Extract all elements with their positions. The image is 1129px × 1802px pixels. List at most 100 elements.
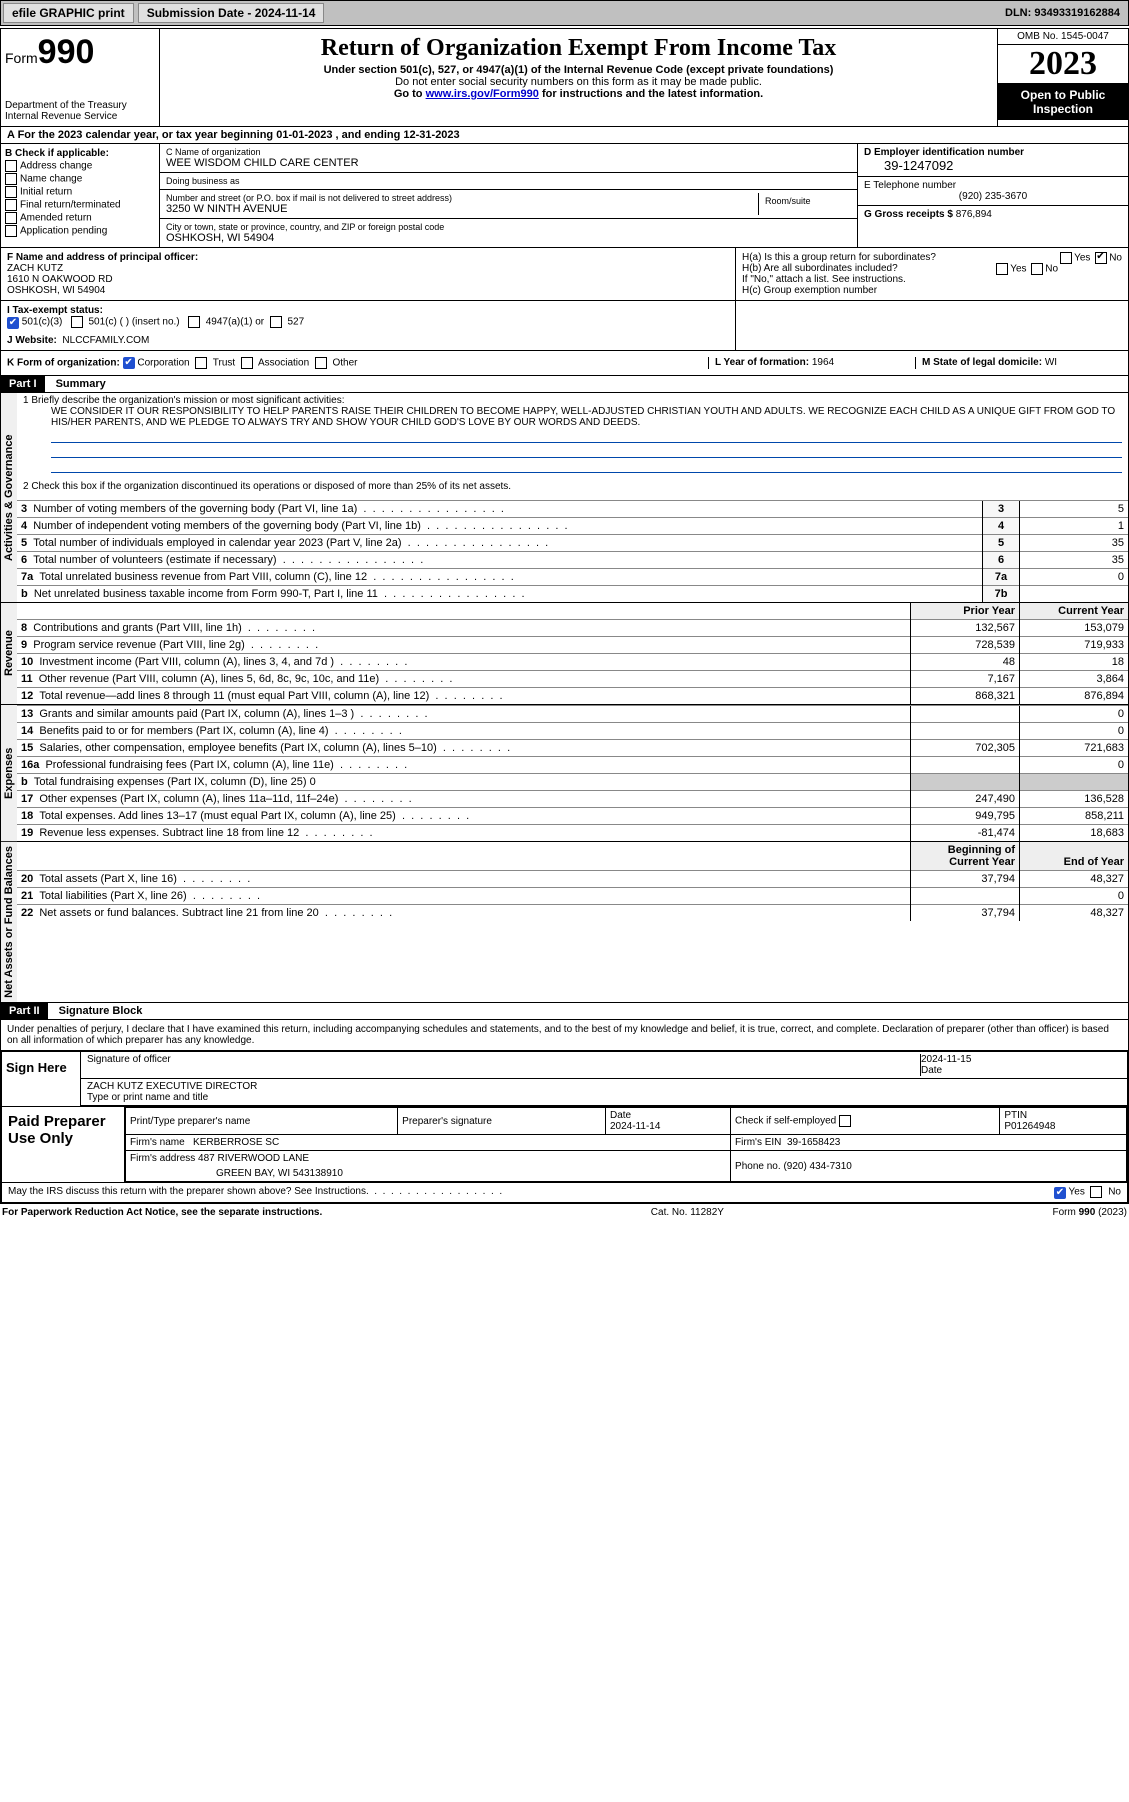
chk-self-employed[interactable] xyxy=(839,1115,851,1127)
section-d: D Employer identification number 39-1247… xyxy=(858,144,1128,247)
chk-name-change[interactable]: Name change xyxy=(5,173,155,185)
ssn-note: Do not enter social security numbers on … xyxy=(168,76,989,88)
ha-no[interactable] xyxy=(1095,252,1107,264)
mission-label: 1 Briefly describe the organization's mi… xyxy=(23,395,1122,406)
firm-phone-label: Phone no. xyxy=(735,1161,781,1172)
firm-ein-label: Firm's EIN xyxy=(735,1137,781,1148)
part2-title: Signature Block xyxy=(51,1005,143,1017)
printed-name-label: Type or print name and title xyxy=(87,1092,1121,1103)
table-row: 4 Number of independent voting members o… xyxy=(17,518,1128,535)
firm-ein: 39-1658423 xyxy=(787,1137,840,1148)
prep-h2: Preparer's signature xyxy=(398,1108,606,1135)
section-l: L Year of formation: 1964 xyxy=(708,357,915,370)
footer-mid: Cat. No. 11282Y xyxy=(651,1207,724,1218)
f-label: F Name and address of principal officer: xyxy=(7,252,198,263)
chk-amended-return[interactable]: Amended return xyxy=(5,212,155,224)
dept-treasury: Department of the Treasury xyxy=(5,100,155,111)
table-row: 9 Program service revenue (Part VIII, li… xyxy=(17,637,1128,654)
hb-label: H(b) Are all subordinates included? xyxy=(742,263,898,274)
city-state-zip: OSHKOSH, WI 54904 xyxy=(166,232,851,244)
officer-printed-name: ZACH KUTZ EXECUTIVE DIRECTOR xyxy=(87,1081,1121,1092)
ha-label: H(a) Is this a group return for subordin… xyxy=(742,252,936,263)
side-governance: Activities & Governance xyxy=(1,393,17,602)
street-address: 3250 W NINTH AVENUE xyxy=(166,203,758,215)
firm-name-label: Firm's name xyxy=(130,1137,185,1148)
chk-527[interactable] xyxy=(270,316,282,328)
chk-corporation[interactable]: ✔ xyxy=(123,357,135,369)
perjury-text: Under penalties of perjury, I declare th… xyxy=(1,1020,1128,1050)
discuss-no[interactable] xyxy=(1090,1186,1102,1198)
side-expenses: Expenses xyxy=(1,705,17,841)
table-row: 18 Total expenses. Add lines 13–17 (must… xyxy=(17,808,1128,825)
mission-text: WE CONSIDER IT OUR RESPONSIBILITY TO HEL… xyxy=(51,406,1122,428)
state-domicile: WI xyxy=(1045,357,1057,368)
irs-label: Internal Revenue Service xyxy=(5,111,155,122)
sign-here-label: Sign Here xyxy=(2,1052,81,1106)
ha-yes[interactable] xyxy=(1060,252,1072,264)
firm-phone: (920) 434-7310 xyxy=(783,1161,851,1172)
gross-label: G Gross receipts $ xyxy=(864,209,953,220)
section-c: C Name of organization WEE WISDOM CHILD … xyxy=(160,144,858,247)
chk-association[interactable] xyxy=(241,357,253,369)
goto-pre: Go to xyxy=(394,88,426,100)
form990-link[interactable]: www.irs.gov/Form990 xyxy=(426,88,539,100)
table-row: 12 Total revenue—add lines 8 through 11 … xyxy=(17,688,1128,705)
sig-date: 2024-11-15 xyxy=(921,1054,1121,1065)
ein-value: 39-1247092 xyxy=(864,158,1122,173)
chk-other[interactable] xyxy=(315,357,327,369)
goto-post: for instructions and the latest informat… xyxy=(539,88,763,100)
chk-initial-return[interactable]: Initial return xyxy=(5,186,155,198)
firm-addr-label: Firm's address xyxy=(130,1153,195,1164)
tax-year: 2023 xyxy=(998,45,1128,84)
hc-label: H(c) Group exemption number xyxy=(742,285,1122,296)
table-row: 14 Benefits paid to or for members (Part… xyxy=(17,723,1128,740)
chk-501c3[interactable]: ✔ xyxy=(7,317,19,329)
sig-officer-label: Signature of officer xyxy=(87,1054,920,1065)
part2-header: Part II xyxy=(1,1003,48,1019)
chk-501c[interactable] xyxy=(71,316,83,328)
i-label: I Tax-exempt status: xyxy=(7,305,103,316)
table-row: 13 Grants and similar amounts paid (Part… xyxy=(17,706,1128,723)
governance-table: 3 Number of voting members of the govern… xyxy=(17,500,1128,602)
paid-preparer-block: Paid Preparer Use Only Print/Type prepar… xyxy=(1,1107,1128,1183)
chk-final-return[interactable]: Final return/terminated xyxy=(5,199,155,211)
tax-year-begin: 01-01-2023 xyxy=(276,129,332,141)
chk-trust[interactable] xyxy=(195,357,207,369)
hb-yes[interactable] xyxy=(996,263,1008,275)
sig-date-label: Date xyxy=(921,1065,1121,1076)
chk-application-pending[interactable]: Application pending xyxy=(5,225,155,237)
form-990-wrap: Form990 Department of the Treasury Inter… xyxy=(0,28,1129,1204)
chk-address-change[interactable]: Address change xyxy=(5,160,155,172)
prep-h1: Print/Type preparer's name xyxy=(126,1108,398,1135)
table-row: 22 Net assets or fund balances. Subtract… xyxy=(17,905,1128,922)
form-id-cell: Form990 Department of the Treasury Inter… xyxy=(1,29,160,126)
table-row: 16a Professional fundraising fees (Part … xyxy=(17,757,1128,774)
revenue-table: Prior YearCurrent Year8 Contributions an… xyxy=(17,603,1128,704)
org-name-label: C Name of organization xyxy=(166,147,851,157)
footer-left: For Paperwork Reduction Act Notice, see … xyxy=(2,1207,322,1218)
ein-label: D Employer identification number xyxy=(864,147,1122,158)
table-row: b Total fundraising expenses (Part IX, c… xyxy=(17,774,1128,791)
phone-value: (920) 235-3670 xyxy=(864,191,1122,202)
firm-addr2: GREEN BAY, WI 543138910 xyxy=(126,1166,731,1182)
chk-4947[interactable] xyxy=(188,316,200,328)
j-label: J Website: xyxy=(7,335,57,346)
expenses-table: 13 Grants and similar amounts paid (Part… xyxy=(17,705,1128,841)
dln-label: DLN: 93493319162884 xyxy=(1005,7,1126,19)
table-row: 15 Salaries, other compensation, employe… xyxy=(17,740,1128,757)
dba-label: Doing business as xyxy=(166,176,851,186)
page-footer: For Paperwork Reduction Act Notice, see … xyxy=(0,1204,1129,1221)
prep-h5: PTIN xyxy=(1004,1110,1027,1121)
line-a-mid: , and ending xyxy=(336,129,404,141)
submission-date-button[interactable]: Submission Date - 2024-11-14 xyxy=(138,3,325,23)
hb-no[interactable] xyxy=(1031,263,1043,275)
prep-h3: Date xyxy=(610,1110,631,1121)
table-row: 10 Investment income (Part VIII, column … xyxy=(17,654,1128,671)
room-suite-label: Room/suite xyxy=(759,193,851,215)
discuss-yes[interactable]: ✔ xyxy=(1054,1187,1066,1199)
line-1: 1 Briefly describe the organization's mi… xyxy=(17,393,1128,481)
table-row: b Net unrelated business taxable income … xyxy=(17,586,1128,603)
efile-print-button[interactable]: efile GRAPHIC print xyxy=(3,3,134,23)
form-word: Form xyxy=(5,50,38,66)
gross-receipts: 876,894 xyxy=(956,209,992,220)
